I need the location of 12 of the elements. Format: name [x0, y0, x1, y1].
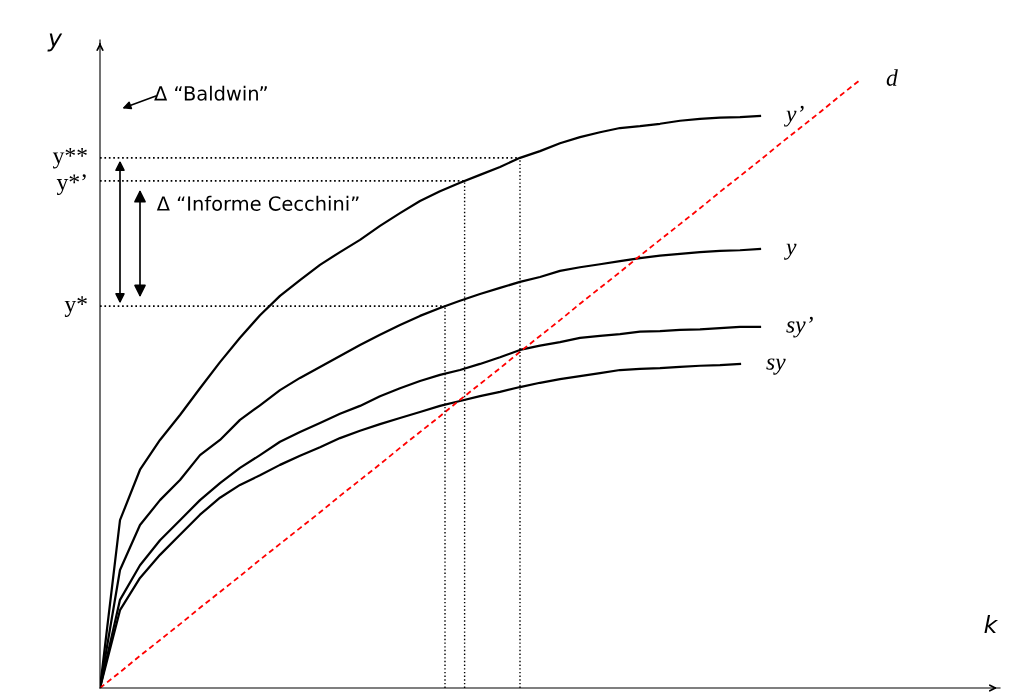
annotation: Δ “Informe Cecchini”	[156, 195, 359, 211]
series-label: y	[784, 243, 797, 260]
y-axis-title: y	[47, 33, 63, 52]
series-label: sy	[766, 358, 786, 375]
series-label: d	[886, 69, 898, 86]
ref-line-label: y*	[64, 296, 87, 317]
series-label: sy’	[786, 316, 813, 338]
x-axis-title: k	[984, 614, 999, 633]
annotation: Δ “Baldwin”	[154, 85, 267, 101]
series-label: y’	[784, 105, 804, 127]
ref-line-label: y*’	[56, 174, 86, 196]
ref-line-label: y**	[52, 147, 87, 169]
